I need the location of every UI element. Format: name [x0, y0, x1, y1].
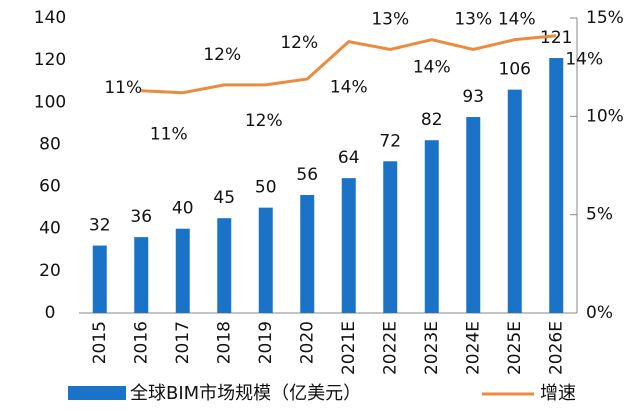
- y2-tick-label: 15%: [586, 8, 624, 28]
- x-tick-label: 2023E: [422, 321, 442, 375]
- x-tick-label: 2022E: [380, 321, 400, 375]
- x-tick-label: 2017: [173, 321, 193, 364]
- y-tick-label: 100: [34, 92, 66, 112]
- y-tick-label: 20: [39, 261, 61, 281]
- bar-label: 50: [255, 178, 277, 198]
- y-tick-label: 60: [39, 177, 61, 197]
- x-tick-label: 2025E: [505, 321, 525, 375]
- bar: [217, 218, 232, 313]
- bar-label: 106: [499, 60, 531, 80]
- bar-label: 72: [379, 131, 401, 151]
- y2-tick-label: 10%: [586, 106, 624, 126]
- bar-label: 93: [462, 87, 484, 107]
- line-label: 14%: [498, 10, 536, 30]
- bar-label: 40: [172, 199, 194, 219]
- x-tick-label: 2016: [131, 321, 151, 364]
- bar: [134, 237, 149, 313]
- bar-label: 36: [130, 207, 152, 227]
- bar: [466, 117, 481, 314]
- line-label: 12%: [245, 111, 283, 131]
- bar: [383, 161, 398, 313]
- bar: [258, 207, 273, 313]
- legend-label: 全球BIM市场规模（亿美元）: [130, 383, 361, 404]
- line-label: 14%: [413, 58, 451, 78]
- growth-line: [141, 34, 557, 95]
- x-tick-label: 2018: [214, 321, 234, 364]
- bar: [549, 58, 564, 314]
- bar-label: 121: [540, 28, 572, 48]
- bar-label: 56: [296, 165, 318, 185]
- x-tick-label: 2020: [297, 321, 317, 364]
- x-tick-label: 2015: [90, 321, 110, 364]
- line-label: 12%: [280, 33, 318, 53]
- y-tick-label: 0: [45, 303, 56, 323]
- line-label: 12%: [203, 45, 241, 65]
- bar: [92, 245, 107, 313]
- bar-label: 64: [338, 148, 360, 168]
- legend-swatch: [68, 386, 126, 400]
- line-label: 14%: [565, 50, 603, 70]
- y2-tick-label: 5%: [586, 205, 613, 225]
- line-label: 13%: [454, 9, 492, 29]
- x-tick-label: 2021E: [339, 321, 359, 375]
- x-tick-label: 2026E: [546, 321, 566, 375]
- bar: [341, 178, 356, 313]
- legend-label: 增速: [540, 383, 576, 404]
- x-tick-label: 2019: [256, 321, 276, 364]
- bar-label: 45: [213, 188, 235, 208]
- line-label: 11%: [104, 78, 142, 98]
- bar: [175, 228, 190, 313]
- y-tick-label: 40: [39, 219, 61, 239]
- bar: [424, 140, 439, 313]
- bar-label: 82: [421, 110, 443, 130]
- y-tick-label: 140: [34, 8, 66, 28]
- bar-label: 32: [89, 216, 111, 236]
- bar: [300, 195, 315, 313]
- y-tick-label: 80: [39, 134, 61, 154]
- y2-tick-label: 0%: [586, 303, 613, 323]
- line-label: 11%: [150, 125, 188, 145]
- line-label: 13%: [371, 9, 409, 29]
- bar: [507, 89, 522, 314]
- y-tick-label: 120: [34, 50, 66, 70]
- line-label: 14%: [330, 78, 368, 98]
- x-tick-label: 2024E: [463, 321, 483, 375]
